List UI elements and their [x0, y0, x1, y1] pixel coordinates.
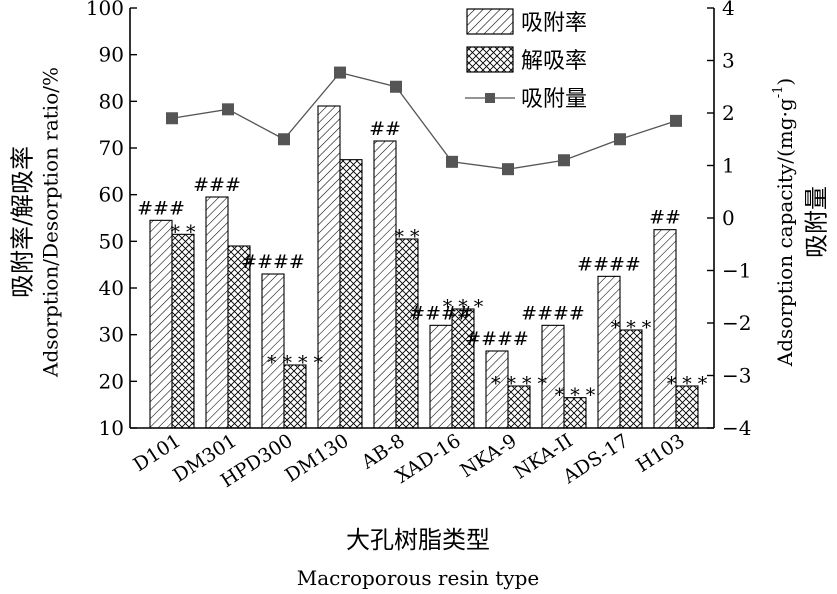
adsorption-significance-label: #### — [409, 302, 473, 324]
bar-desorption — [619, 329, 643, 429]
category-label: DM130 — [281, 430, 352, 487]
right-tick-label: 0 — [722, 206, 735, 230]
capacity-line-layer — [166, 66, 682, 176]
adsorption-significance-label: ### — [193, 174, 241, 196]
left-tick-label: 50 — [99, 229, 124, 253]
adsorption-significance-label: #### — [465, 328, 529, 350]
right-tick-label: −2 — [722, 311, 751, 335]
bar-adsorption — [149, 219, 173, 429]
category-label: XAD-16 — [392, 430, 465, 488]
left-tick-label: 10 — [99, 416, 124, 440]
bar-adsorption — [429, 324, 453, 429]
x-axis-title-cn: 大孔树脂类型 — [346, 526, 490, 554]
bar-desorption — [395, 238, 419, 429]
legend-swatch-desorption — [466, 46, 514, 73]
bar-adsorption — [317, 105, 341, 429]
adsorption-significance-label: #### — [521, 302, 585, 324]
category-label: NKA-9 — [457, 430, 521, 482]
left-tick-label: 30 — [99, 323, 124, 347]
bars-layer — [149, 105, 699, 429]
left-axis-title-cn: 吸附率/解吸率 — [9, 146, 37, 298]
desorption-significance-label: * * * * — [267, 352, 324, 374]
legend: 吸附率 解吸率 吸附量 — [465, 8, 587, 112]
right-axis-title-cn: 吸附量 — [803, 186, 831, 258]
right-axis-title-en-sup: -1 — [771, 86, 786, 99]
legend-swatch-adsorption — [466, 8, 514, 35]
left-tick-label: 90 — [99, 43, 124, 67]
capacity-line — [171, 71, 677, 170]
right-tick-label: −3 — [722, 364, 751, 388]
left-axis-ticks: 10 20 30 40 50 60 70 80 90 100 — [86, 0, 137, 440]
bar-desorption — [451, 308, 475, 429]
left-tick-label: 70 — [99, 136, 124, 160]
bar-desorption — [171, 233, 195, 429]
right-tick-label: −1 — [722, 259, 751, 283]
desorption-significance-label: * * * — [611, 317, 652, 339]
left-axis-title-en: Adsorption/Desorption ratio/% — [39, 67, 63, 378]
right-tick-label: 2 — [722, 101, 735, 125]
bar-adsorption — [261, 273, 285, 429]
legend-label-adsorption: 吸附率 — [521, 11, 587, 36]
capacity-point — [446, 155, 458, 168]
right-axis-title-en: Adsorption capacity/(mg·g-1) — [771, 78, 797, 367]
bar-adsorption — [653, 229, 677, 429]
left-tick-label: 20 — [99, 369, 124, 393]
capacity-point — [558, 154, 570, 167]
left-tick-label: 60 — [99, 183, 124, 207]
bar-desorption — [339, 159, 363, 429]
desorption-significance-label: * * * — [667, 373, 708, 395]
desorption-significance-label: * * — [170, 221, 196, 243]
right-tick-label: −4 — [722, 416, 751, 440]
bar-adsorption — [205, 196, 229, 429]
legend-marker-capacity — [485, 93, 495, 103]
right-tick-label: 1 — [722, 154, 735, 178]
desorption-significance-label: * * * — [555, 385, 596, 407]
adsorption-significance-label: ## — [369, 118, 401, 140]
right-tick-label: 3 — [722, 49, 735, 73]
left-tick-label: 40 — [99, 276, 124, 300]
left-tick-label: 100 — [86, 0, 124, 20]
capacity-point — [502, 163, 514, 176]
annotations-layer: ###* *#######* * * *##* *####* * *####* … — [137, 118, 708, 407]
category-label: H103 — [632, 430, 688, 477]
capacity-point — [614, 133, 626, 146]
adsorption-significance-label: #### — [577, 253, 641, 275]
adsorption-significance-label: ## — [649, 207, 681, 229]
capacity-point — [166, 112, 178, 125]
left-tick-label: 80 — [99, 89, 124, 113]
bar-desorption — [283, 364, 307, 429]
desorption-significance-label: * * * * — [491, 373, 548, 395]
capacity-point — [278, 133, 290, 146]
x-axis-title-en: Macroporous resin type — [297, 566, 539, 590]
capacity-point — [334, 66, 346, 79]
capacity-point — [390, 80, 402, 93]
desorption-significance-label: * * * — [443, 296, 484, 318]
adsorption-significance-label: ### — [137, 197, 185, 219]
legend-label-capacity: 吸附量 — [521, 87, 587, 112]
right-axis-ticks: −4 −3 −2 −1 0 1 2 3 4 — [707, 0, 751, 440]
adsorption-significance-label: #### — [241, 251, 305, 273]
right-axis-title-en-main: Adsorption capacity/(mg·g — [773, 98, 797, 367]
bar-adsorption — [597, 275, 621, 429]
right-tick-label: 4 — [722, 0, 735, 20]
bar-desorption — [227, 245, 251, 429]
desorption-significance-label: * * — [394, 226, 420, 248]
capacity-point — [222, 103, 234, 116]
capacity-point — [670, 114, 682, 127]
legend-label-desorption: 解吸率 — [521, 49, 587, 74]
right-axis-title-en-end: ) — [773, 78, 797, 86]
bar-adsorption — [373, 140, 397, 429]
